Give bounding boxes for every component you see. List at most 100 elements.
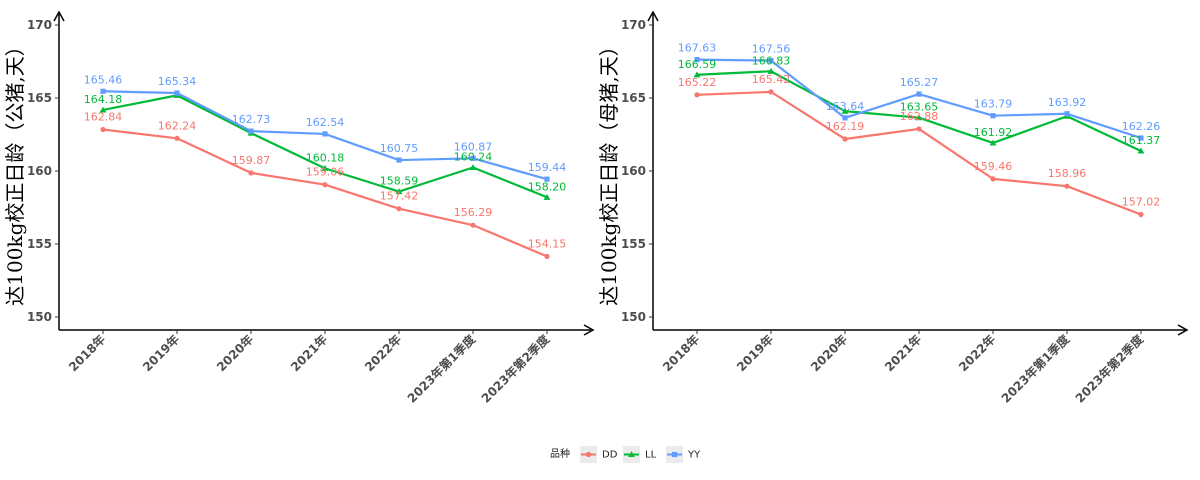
data-point-yy <box>990 113 996 119</box>
data-label-yy: 160.87 <box>454 140 493 153</box>
data-point-ll <box>915 114 923 121</box>
data-label-yy: 165.27 <box>900 76 939 89</box>
x-tick-label: 2019年 <box>139 332 182 375</box>
chart-panel-2: 150 155 160 165 170 2018年 2019年 2020年 2021年 2022年… <box>597 10 1189 406</box>
data-point-dd <box>694 92 700 98</box>
data-label-ll: 160.18 <box>306 151 345 164</box>
data-point-dd <box>322 182 328 188</box>
data-point-ll <box>469 164 477 171</box>
data-label-dd: 158.96 <box>1048 167 1087 180</box>
y-tick-label: 155 <box>621 237 646 251</box>
data-label-yy: 162.26 <box>1122 120 1161 133</box>
data-label-ll: 158.59 <box>380 175 419 188</box>
value-labels: 165.22 165.42 162.19 162.88 159.46 158.96 157.… <box>678 42 1161 209</box>
x-tick-label: 2023年第2季度 <box>1072 331 1147 406</box>
data-label-dd: 165.22 <box>678 76 717 89</box>
data-point-dd <box>916 126 922 132</box>
legend-marker-yy <box>671 451 678 458</box>
data-point-ll <box>321 164 329 171</box>
legend-marker-ll <box>628 451 635 458</box>
data-point-ll <box>841 107 849 114</box>
series-group <box>693 57 1145 218</box>
legend-item-label: DD <box>602 450 618 461</box>
data-label-dd: 162.88 <box>900 110 939 123</box>
data-label-ll: 166.59 <box>678 58 717 71</box>
y-tick-label: 160 <box>621 164 646 178</box>
data-label-yy: 162.73 <box>232 113 271 126</box>
data-label-yy: 167.56 <box>752 43 791 56</box>
data-label-yy: 163.64 <box>826 100 865 113</box>
value-labels: 162.84 162.24 159.87 159.06 157.42 156.29 154.… <box>84 73 567 250</box>
data-label-ll: 163.65 <box>900 101 939 114</box>
data-point-ll <box>693 71 701 78</box>
y-tick-label: 165 <box>621 91 646 105</box>
data-point-yy <box>100 88 106 94</box>
data-label-ll: 161.92 <box>974 126 1013 139</box>
data-point-dd <box>100 126 106 133</box>
data-label-dd: 162.84 <box>84 111 123 124</box>
x-tick-label: 2022年 <box>361 332 404 375</box>
legend-title: 品种 <box>550 447 570 460</box>
x-tick-label: 2020年 <box>807 332 850 375</box>
data-point-dd <box>1064 183 1070 189</box>
data-point-dd <box>842 136 848 142</box>
data-label-dd: 154.15 <box>528 237 567 250</box>
data-label-ll: 158.20 <box>528 180 567 193</box>
data-label-dd: 162.24 <box>158 119 197 132</box>
y-axis-arrow <box>647 10 659 22</box>
data-point-ll <box>99 106 107 113</box>
legend-item-yy: YY <box>666 446 701 463</box>
data-point-dd <box>1138 211 1144 218</box>
data-label-yy: 160.75 <box>380 142 419 155</box>
x-tick-label: 2018年 <box>65 332 108 375</box>
data-label-dd: 159.87 <box>232 154 271 167</box>
data-point-yy <box>174 90 180 96</box>
data-point-yy <box>694 57 700 63</box>
data-label-dd: 156.29 <box>454 206 493 219</box>
data-point-yy <box>322 131 328 137</box>
legend-item-dd: DD <box>580 446 618 463</box>
data-point-dd <box>544 253 550 260</box>
data-label-yy: 163.92 <box>1048 96 1087 109</box>
data-point-yy <box>1064 111 1070 117</box>
x-tick-label: 2023年第1季度 <box>404 331 479 406</box>
axes: 150 155 160 165 170 2018年 2019年 2020年 2021年 2022年… <box>27 10 595 406</box>
data-label-dd: 159.46 <box>974 160 1013 173</box>
legend-marker-dd <box>585 451 592 458</box>
data-point-dd <box>396 206 402 212</box>
chart-panels: 150 155 160 165 170 2018年 2019年 2020年 2021年 2022年… <box>3 10 1189 406</box>
data-point-yy <box>916 91 922 97</box>
legend-item-label: LL <box>645 450 657 461</box>
data-point-ll <box>989 139 997 146</box>
data-point-dd <box>174 135 180 141</box>
legend-item-label: YY <box>687 450 701 461</box>
y-axis-arrow <box>53 10 65 22</box>
legend-item-ll: LL <box>623 446 657 463</box>
data-point-yy <box>1138 135 1144 141</box>
y-tick-label: 150 <box>621 310 646 324</box>
y-tick-label: 160 <box>27 164 52 178</box>
data-point-ll <box>767 67 775 74</box>
data-point-yy <box>248 128 254 134</box>
data-point-yy <box>396 157 402 163</box>
legend: 品种 DD LL YY <box>550 446 701 463</box>
x-tick-label: 2019年 <box>733 332 776 375</box>
x-axis-arrow <box>1177 324 1189 336</box>
data-point-ll <box>543 193 551 200</box>
data-point-yy <box>470 155 476 161</box>
x-tick-label: 2021年 <box>287 332 330 375</box>
data-point-dd <box>768 89 774 95</box>
data-point-ll <box>1137 147 1145 154</box>
data-label-yy: 163.79 <box>974 98 1013 111</box>
data-label-yy: 162.54 <box>306 116 345 129</box>
axes: 150 155 160 165 170 2018年 2019年 2020年 2021年 2022年… <box>621 10 1189 406</box>
data-point-dd <box>990 176 996 182</box>
data-label-ll: 161.37 <box>1122 134 1161 147</box>
data-label-dd: 162.19 <box>826 120 865 133</box>
data-label-yy: 159.44 <box>528 161 567 174</box>
x-tick-label: 2018年 <box>659 332 702 375</box>
data-point-yy <box>842 115 848 121</box>
y-tick-label: 170 <box>27 18 52 32</box>
y-tick-label: 150 <box>27 310 52 324</box>
x-tick-label: 2022年 <box>955 332 998 375</box>
